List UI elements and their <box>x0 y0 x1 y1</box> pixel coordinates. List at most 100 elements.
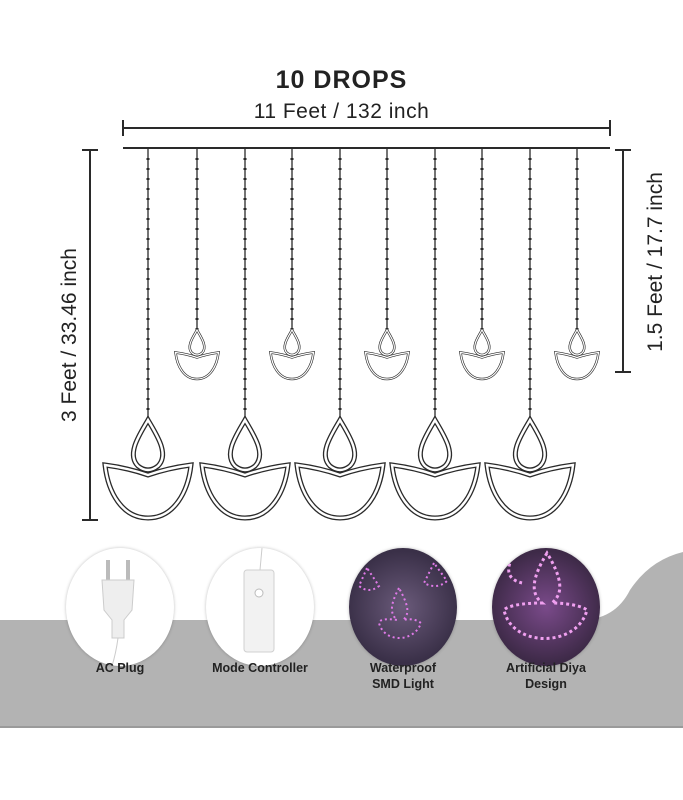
led-bulb <box>290 158 294 160</box>
led-bulb <box>575 238 579 240</box>
led-bulb <box>433 168 437 170</box>
led-bulb <box>243 158 247 160</box>
led-bulb <box>243 288 247 290</box>
led-bulb <box>338 288 342 290</box>
led-bulb <box>480 248 484 250</box>
led-bulb <box>243 358 247 360</box>
led-bulb <box>385 258 389 260</box>
led-bulb <box>338 388 342 390</box>
led-bulb <box>243 328 247 330</box>
led-bulb <box>433 158 437 160</box>
led-bulb <box>385 238 389 240</box>
led-bulb <box>480 198 484 200</box>
feature-label-ac-plug: AC Plug <box>95 661 145 675</box>
diya-outline-inner <box>200 463 290 520</box>
led-bulb <box>243 348 247 350</box>
led-bulb <box>243 378 247 380</box>
led-bulb <box>338 408 342 410</box>
ac-plug-icon <box>101 560 135 666</box>
led-bulb <box>146 218 150 220</box>
led-bulb <box>480 228 484 230</box>
feature-label-diya-design: Artificial Diya Design <box>476 660 616 692</box>
led-bulb <box>338 318 342 320</box>
led-bulb <box>575 308 579 310</box>
drops-title: 10 DROPS <box>275 66 408 94</box>
width-dimension-line <box>122 120 611 136</box>
feature-line: Artificial Diya <box>506 661 586 675</box>
diya-outline-inner <box>459 351 505 380</box>
led-bulb <box>433 408 437 410</box>
led-bulb <box>146 318 150 320</box>
led-bulb <box>528 398 532 400</box>
led-bulb <box>528 328 532 330</box>
led-bulb <box>528 278 532 280</box>
led-bulb <box>575 288 579 290</box>
led-bulb <box>146 248 150 250</box>
led-bulb <box>433 318 437 320</box>
led-bulb <box>480 268 484 270</box>
led-bulb <box>290 248 294 250</box>
led-bulb <box>146 378 150 380</box>
diya-outline <box>294 462 386 521</box>
diya-outline <box>227 414 263 473</box>
led-bulb <box>290 298 294 300</box>
led-bulb <box>195 278 199 280</box>
led-bulb <box>575 208 579 210</box>
led-bulb <box>243 228 247 230</box>
diya-outline-inner <box>189 328 205 356</box>
led-bulb <box>290 318 294 320</box>
led-bulb <box>480 318 484 320</box>
led-bulb <box>195 158 199 160</box>
diya-outline-inner <box>419 417 451 472</box>
feature-line: SMD Light <box>372 677 434 691</box>
led-bulb <box>338 168 342 170</box>
led-bulb <box>338 338 342 340</box>
led-bulb <box>528 308 532 310</box>
led-bulb <box>575 278 579 280</box>
led-bulb <box>243 308 247 310</box>
diya-outline-inner <box>174 351 220 380</box>
controller-icon <box>243 548 275 653</box>
led-bulb <box>146 358 150 360</box>
led-bulb <box>290 268 294 270</box>
led-bulb <box>195 248 199 250</box>
led-bulb <box>290 278 294 280</box>
led-bulb <box>385 208 389 210</box>
led-bulb <box>385 198 389 200</box>
led-bulb <box>528 288 532 290</box>
led-bulb <box>195 288 199 290</box>
led-bulb <box>528 338 532 340</box>
led-bulb <box>338 298 342 300</box>
led-bulb <box>528 298 532 300</box>
led-bulb <box>146 298 150 300</box>
diya-outline <box>364 351 410 381</box>
diya-outline-inner <box>132 417 164 472</box>
led-bulb <box>290 238 294 240</box>
led-bulb <box>338 158 342 160</box>
led-bulb <box>195 168 199 170</box>
diya-outline <box>269 351 315 381</box>
led-bulb <box>575 218 579 220</box>
short-height-dimension-line <box>615 149 631 373</box>
led-bulb <box>195 188 199 190</box>
led-bulb <box>433 338 437 340</box>
led-bulb <box>385 178 389 180</box>
led-bulb <box>195 208 199 210</box>
led-bulb <box>243 268 247 270</box>
led-bulb <box>433 398 437 400</box>
led-bulb <box>528 268 532 270</box>
diya-outline-inner <box>569 328 585 356</box>
led-bulb <box>290 198 294 200</box>
led-bulb <box>243 368 247 370</box>
led-bulb <box>338 248 342 250</box>
led-bulb <box>338 208 342 210</box>
led-bulb <box>243 248 247 250</box>
led-bulb <box>528 368 532 370</box>
led-bulb <box>146 338 150 340</box>
led-bulb <box>243 298 247 300</box>
led-bulb <box>338 178 342 180</box>
ac-plug-photo <box>66 548 174 666</box>
led-bulb <box>575 168 579 170</box>
led-bulb <box>195 198 199 200</box>
